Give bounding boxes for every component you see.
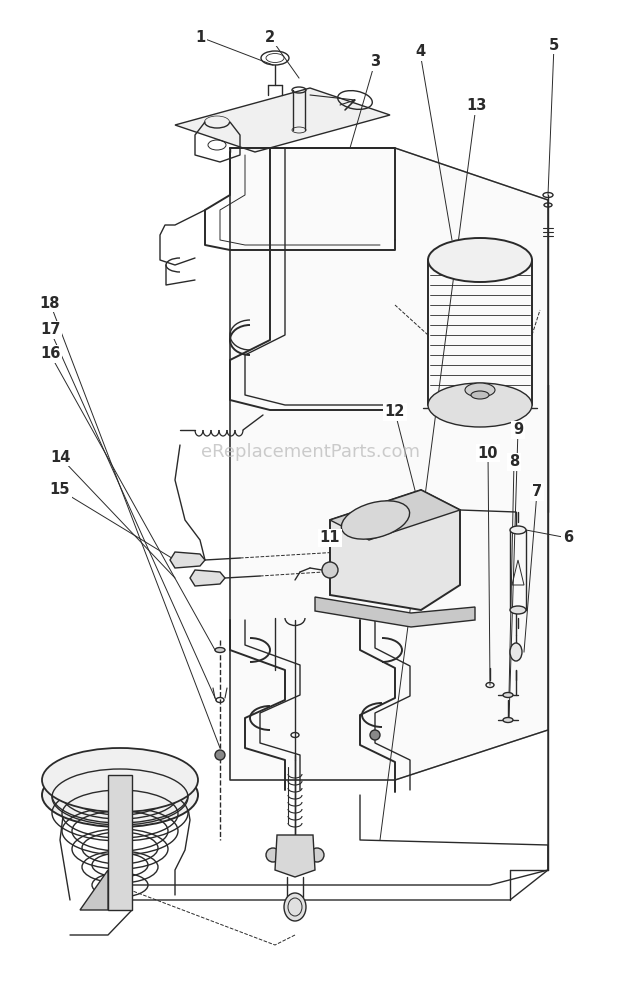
Circle shape [310,848,324,862]
Ellipse shape [42,763,198,827]
Text: 15: 15 [50,483,70,497]
Text: 5: 5 [549,37,559,52]
Circle shape [185,555,195,565]
Text: 16: 16 [40,346,60,362]
Polygon shape [190,570,225,586]
Ellipse shape [471,391,489,399]
Polygon shape [80,870,108,910]
Polygon shape [175,88,390,152]
Circle shape [370,730,380,740]
Ellipse shape [342,500,410,540]
Text: 17: 17 [40,322,60,337]
Circle shape [205,573,215,583]
Text: 2: 2 [265,29,275,44]
Text: eReplacementParts.com: eReplacementParts.com [200,443,420,461]
Ellipse shape [42,748,198,812]
Text: 12: 12 [385,404,405,420]
Text: 4: 4 [415,44,425,60]
Text: 18: 18 [40,296,60,311]
Circle shape [266,848,280,862]
Text: 14: 14 [50,449,70,465]
Text: 11: 11 [320,531,340,546]
Polygon shape [230,148,548,780]
Polygon shape [315,597,475,627]
Ellipse shape [510,606,526,614]
Polygon shape [330,490,460,540]
Ellipse shape [503,692,513,698]
Ellipse shape [428,238,532,282]
Text: 10: 10 [478,445,498,460]
Ellipse shape [284,893,306,921]
Bar [108,775,132,910]
Polygon shape [170,552,205,568]
Polygon shape [275,835,315,877]
Text: 9: 9 [513,423,523,437]
Polygon shape [330,490,460,610]
Ellipse shape [503,718,513,723]
Ellipse shape [465,383,495,397]
Ellipse shape [215,648,225,653]
Text: 6: 6 [563,531,573,546]
Text: 3: 3 [370,54,380,70]
Ellipse shape [510,526,526,534]
Circle shape [322,562,338,578]
Ellipse shape [428,383,532,427]
Text: 13: 13 [466,98,486,113]
Circle shape [215,750,225,760]
Ellipse shape [510,643,522,661]
Text: 1: 1 [195,29,205,44]
Text: 8: 8 [509,454,519,470]
Text: 7: 7 [532,485,542,499]
